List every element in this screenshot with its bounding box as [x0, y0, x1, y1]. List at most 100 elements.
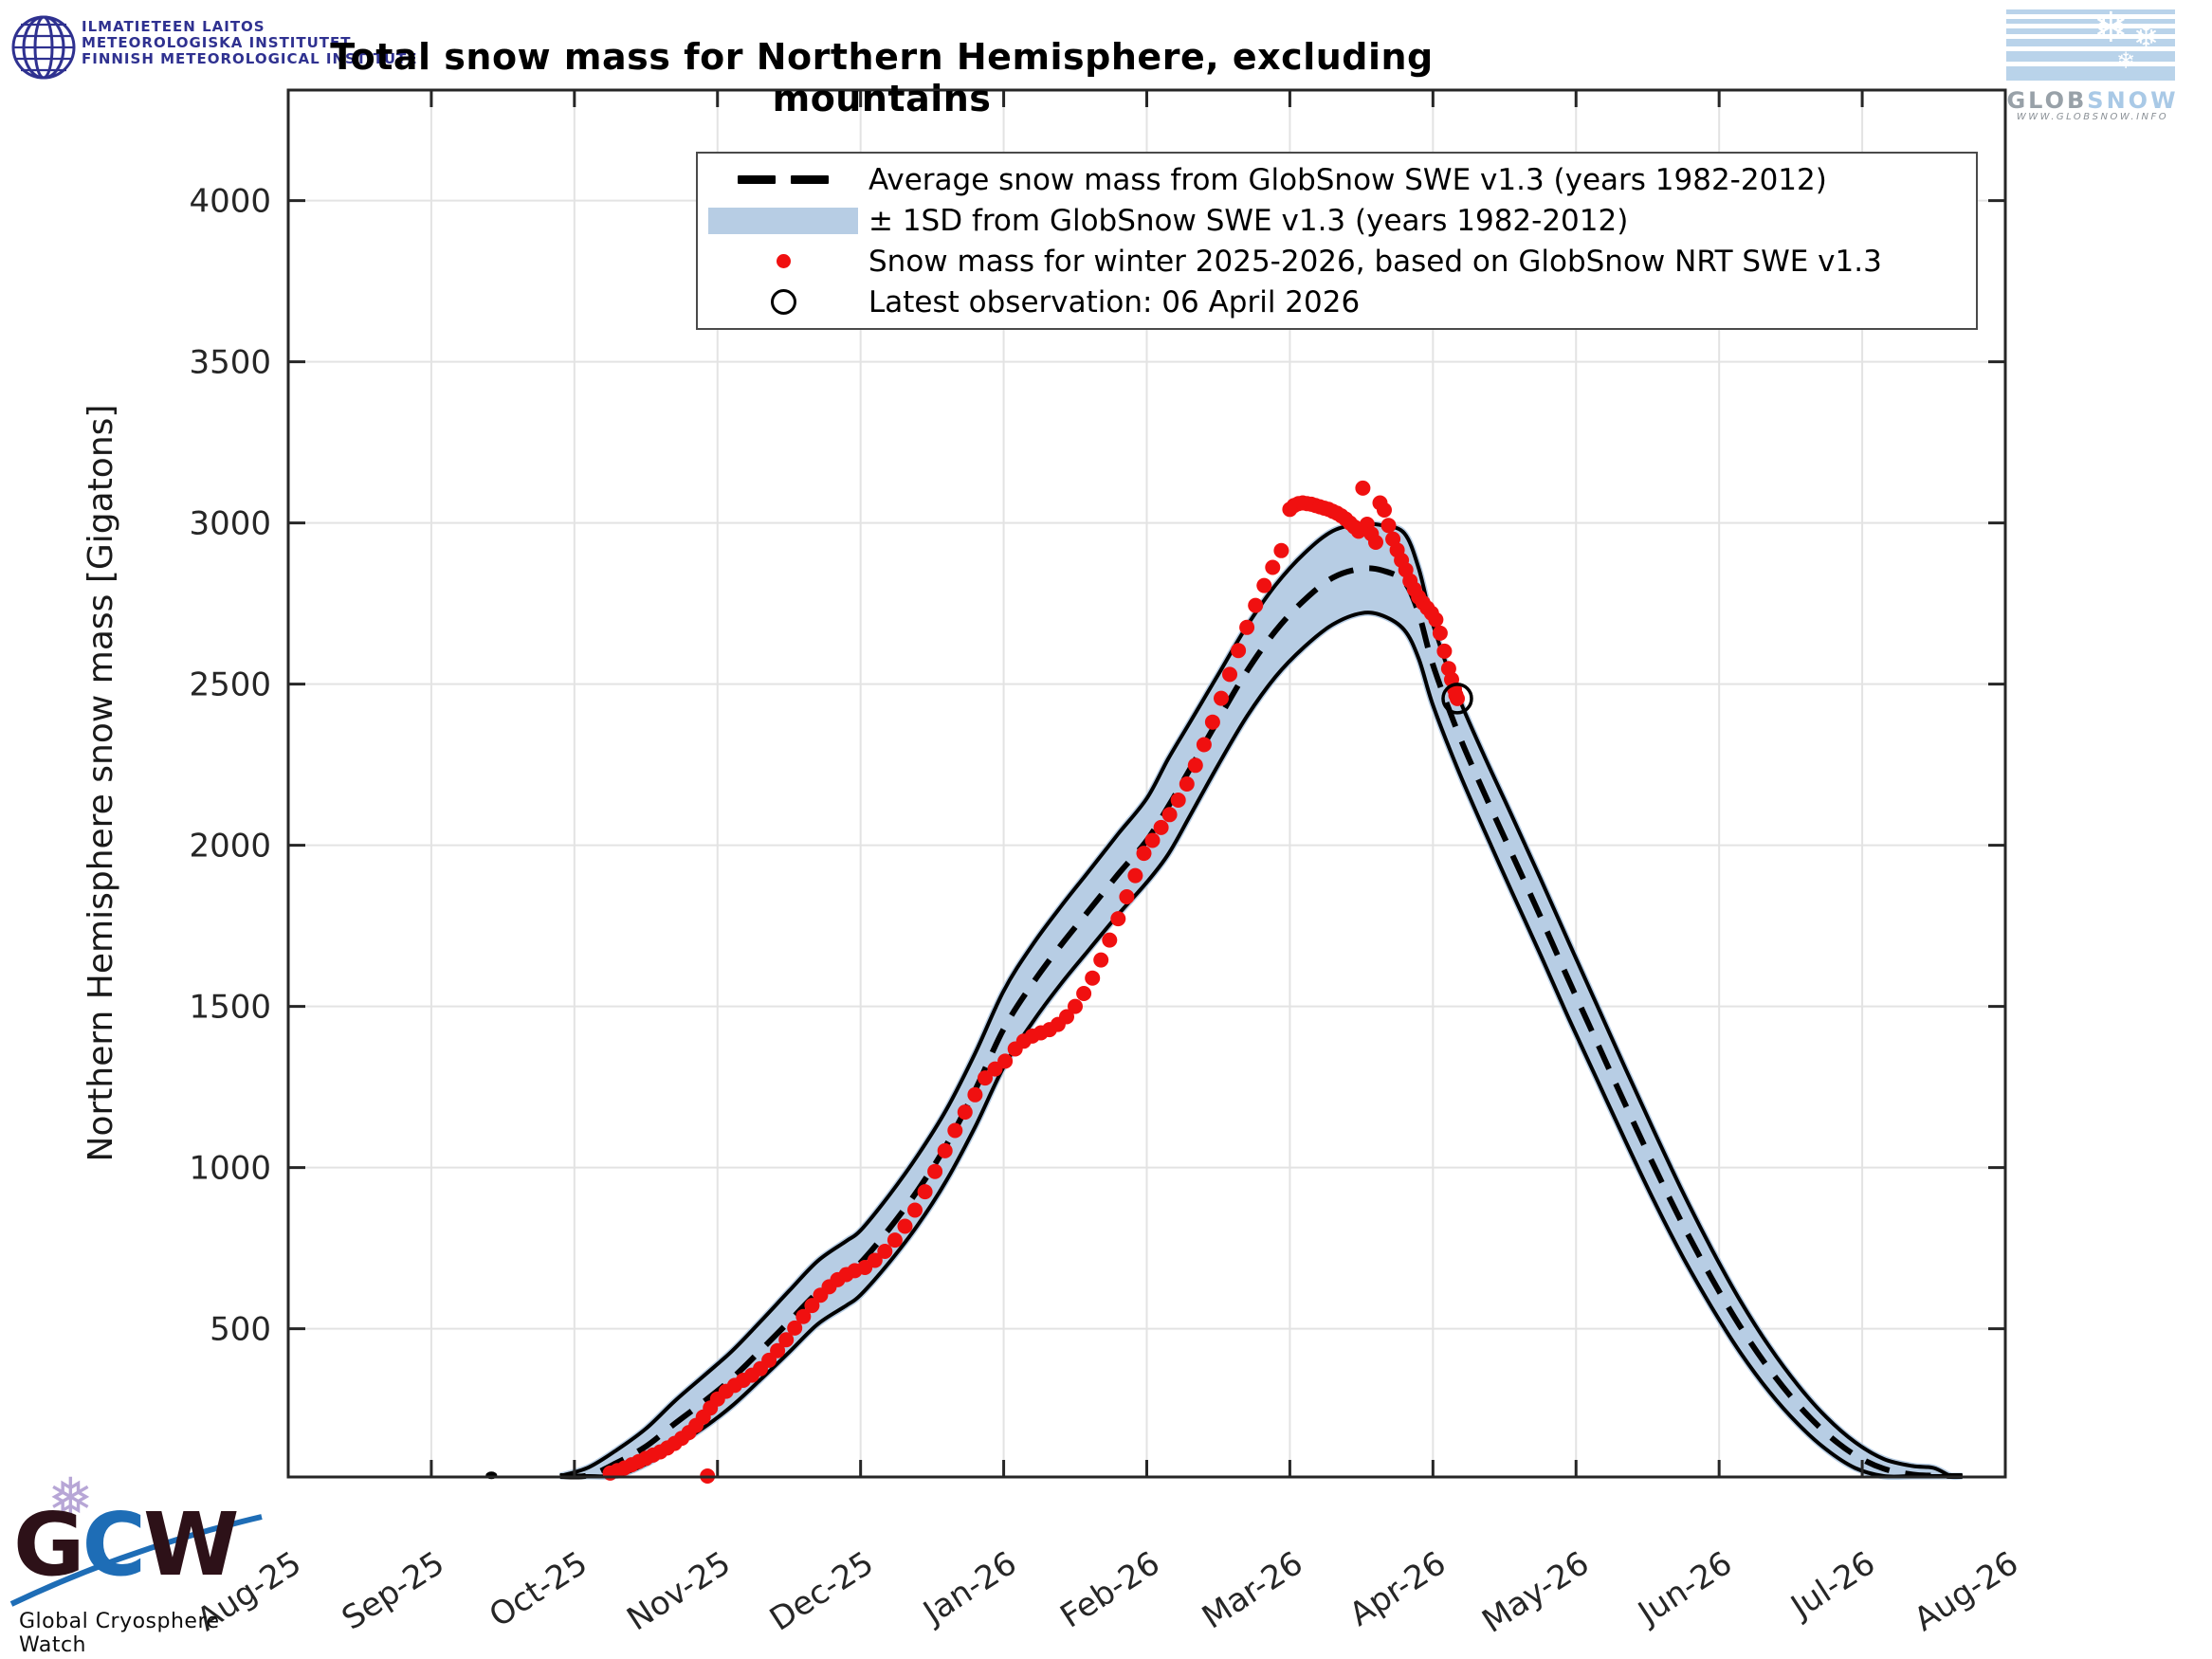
y-tick-label: 500: [210, 1311, 271, 1349]
observation-dot: [1377, 502, 1392, 518]
x-tick-label: Nov-25: [620, 1544, 737, 1638]
fmi-line-en: FINNISH METEOROLOGICAL INSTITUTE: [82, 50, 418, 67]
observation-dot: [927, 1163, 943, 1179]
globsnow-url: WWW.GLOBSNOW.INFO: [2016, 112, 2169, 122]
observation-dot: [1102, 932, 1118, 948]
observation-dot: [967, 1086, 983, 1103]
gcw-letter-c: C: [82, 1494, 147, 1595]
observation-dot: [804, 1298, 820, 1314]
observation-dot: [887, 1232, 903, 1249]
observation-dot: [1432, 625, 1448, 641]
observation-dot: [1059, 1009, 1074, 1025]
observation-dot: [1231, 643, 1247, 659]
gcw-logo: ❅ GCW Global Cryosphere Watch: [8, 1460, 292, 1657]
x-tick-label: Oct-25: [483, 1544, 594, 1635]
observation-dot: [1355, 480, 1371, 496]
x-tick-label: May-26: [1475, 1544, 1596, 1641]
observation-dot: [877, 1244, 893, 1259]
observation-dot: [907, 1202, 923, 1218]
observation-dot: [897, 1218, 913, 1234]
fmi-logo: ILMATIETEEN LAITOS METEOROLOGISKA INSTIT…: [9, 8, 417, 83]
legend-label-observations: Snow mass for winter 2025-2026, based on…: [868, 244, 1882, 279]
x-tick-label: Mar-26: [1196, 1544, 1309, 1637]
sd-band-upper-line: [559, 521, 1963, 1479]
gcw-arc-icon: [9, 1514, 263, 1607]
observation-dot: [770, 1342, 786, 1358]
open-circle-swatch-icon: [698, 289, 868, 315]
observation-dot: [1428, 611, 1444, 628]
average-snow-mass-line: [559, 565, 1963, 1480]
chart-legend: Average snow mass from GlobSnow SWE v1.3…: [696, 152, 1978, 330]
fmi-globe-icon: [11, 15, 76, 80]
gcw-caption: Global Cryosphere Watch: [19, 1610, 220, 1657]
legend-row-observations: Snow mass for winter 2025-2026, based on…: [698, 243, 1976, 281]
observation-dot: [947, 1122, 963, 1139]
gcw-letter-w: W: [143, 1494, 239, 1595]
observation-dot: [1450, 690, 1465, 706]
observation-dot: [937, 1142, 953, 1158]
legend-row-average: Average snow mass from GlobSnow SWE v1.3…: [698, 161, 1976, 199]
y-tick-label: 3500: [189, 344, 271, 382]
observation-dot: [1161, 807, 1178, 823]
x-tick-label: Dec-25: [763, 1544, 881, 1639]
observation-dot: [787, 1320, 803, 1336]
fmi-line-sv: METEOROLOGISKA INSTITUTET: [82, 34, 352, 51]
observation-dot: [1214, 690, 1229, 706]
red-dot-swatch-icon: [698, 254, 868, 268]
y-tick-label: 2000: [189, 828, 271, 866]
observation-dot: [1110, 911, 1126, 927]
fmi-line-fi: ILMATIETEEN LAITOS: [82, 18, 265, 35]
globsnow-stripes: [2006, 9, 2175, 85]
observation-dot: [957, 1104, 973, 1121]
x-tick-label: Jun-26: [1630, 1544, 1739, 1633]
observation-dot: [1170, 793, 1186, 808]
observation-dot: [1153, 819, 1169, 835]
observation-dot: [1273, 542, 1289, 558]
observation-dot: [1144, 832, 1161, 848]
y-tick-label: 1000: [189, 1150, 271, 1188]
y-axis-label: Northern Hemisphere snow mass [Gigatons]: [82, 405, 120, 1162]
observation-dot: [867, 1252, 883, 1268]
observation-dot: [1119, 889, 1135, 904]
sd-band-lower-line: [559, 611, 1963, 1479]
observation-dot: [1196, 737, 1212, 753]
observation-dot: [1256, 577, 1272, 593]
globsnow-wordmark: GLOBSNOW: [2006, 87, 2179, 114]
observation-dot: [1380, 518, 1397, 534]
observation-dot: [795, 1308, 812, 1324]
observation-dot: [997, 1053, 1014, 1069]
globsnow-word-snow: SNOW: [2087, 87, 2179, 114]
globsnow-logo: ❄ ❄ ❄ GLOBSNOW WWW.GLOBSNOW.INFO: [2006, 4, 2179, 122]
page-title: Total snow mass for Northern Hemisphere,…: [330, 36, 1434, 119]
fmi-wordmark: ILMATIETEEN LAITOS METEOROLOGISKA INSTIT…: [82, 19, 418, 67]
legend-row-band: ± 1SD from GlobSnow SWE v1.3 (years 1982…: [698, 202, 1976, 240]
observation-dot: [1093, 952, 1109, 968]
observation-dot: [1179, 776, 1195, 792]
globsnow-word-glob: GLOB: [2006, 87, 2088, 114]
observation-dot: [1204, 714, 1220, 730]
band-swatch-icon: [698, 207, 868, 234]
x-tick-label: Apr-26: [1343, 1544, 1453, 1634]
observation-dot: [778, 1332, 795, 1348]
observation-dot: [1436, 643, 1453, 659]
observation-dot: [1136, 846, 1152, 862]
y-tick-label: 4000: [189, 183, 271, 221]
x-tick-label: Aug-26: [1908, 1544, 2025, 1639]
observation-dot: [1239, 619, 1255, 635]
x-tick-label: Jul-26: [1783, 1544, 1882, 1627]
gcw-snowflake-icon: ❅: [47, 1466, 94, 1530]
x-tick-label: Sep-25: [336, 1544, 451, 1638]
legend-label-average: Average snow mass from GlobSnow SWE v1.3…: [868, 162, 1827, 197]
observation-dot: [1085, 970, 1101, 986]
legend-row-latest: Latest observation: 06 April 2026: [698, 283, 1976, 321]
observation-dot: [1068, 998, 1083, 1014]
gcw-letter-g: G: [13, 1494, 84, 1595]
legend-label-band: ± 1SD from GlobSnow SWE v1.3 (years 1982…: [868, 203, 1629, 238]
observation-dot: [978, 1070, 993, 1086]
legend-label-latest: Latest observation: 06 April 2026: [868, 284, 1361, 319]
observation-dot: [1368, 535, 1383, 550]
observation-dot: [1076, 986, 1092, 1001]
observation-dot: [1248, 597, 1264, 613]
